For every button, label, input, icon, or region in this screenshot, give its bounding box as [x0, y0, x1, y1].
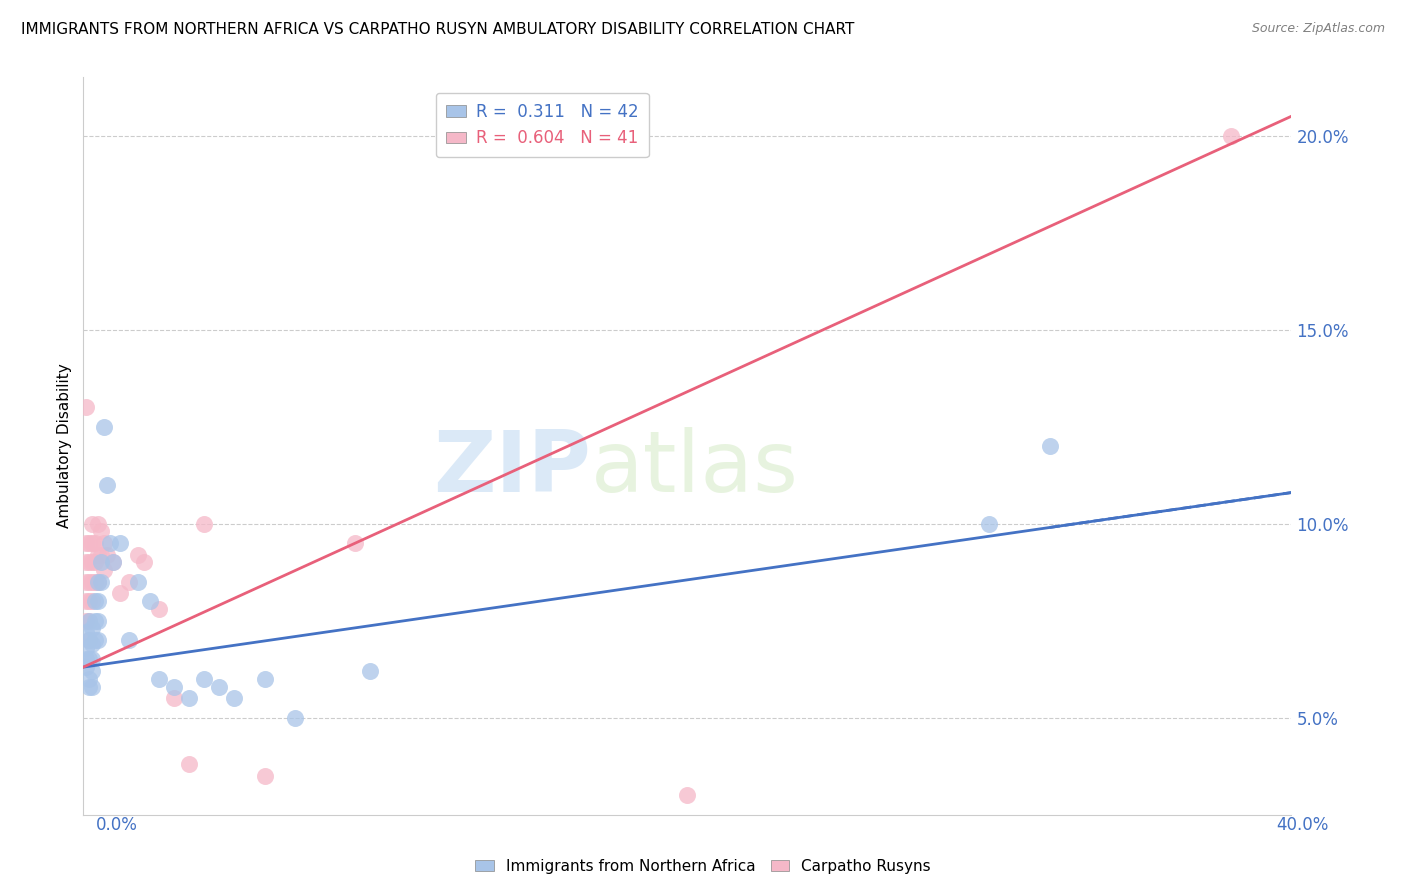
Point	[117, 632, 139, 647]
Point	[75, 555, 97, 569]
Point	[79, 614, 101, 628]
Point	[79, 574, 101, 589]
Point	[87, 574, 110, 589]
Point	[82, 621, 104, 635]
Point	[75, 640, 97, 655]
Point	[163, 680, 186, 694]
Point	[87, 614, 110, 628]
Point	[84, 614, 107, 628]
Point	[75, 625, 97, 640]
Point	[84, 632, 107, 647]
Text: ZIP: ZIP	[433, 426, 591, 509]
Point	[193, 672, 215, 686]
Point	[208, 680, 231, 694]
Point	[79, 632, 101, 647]
Point	[82, 516, 104, 531]
Point	[87, 632, 110, 647]
Text: IMMIGRANTS FROM NORTHERN AFRICA VS CARPATHO RUSYN AMBULATORY DISABILITY CORRELAT: IMMIGRANTS FROM NORTHERN AFRICA VS CARPA…	[21, 22, 855, 37]
Point	[1220, 128, 1243, 143]
Text: atlas: atlas	[591, 426, 799, 509]
Point	[82, 594, 104, 608]
Point	[87, 516, 110, 531]
Point	[108, 586, 131, 600]
Text: 0.0%: 0.0%	[96, 816, 138, 834]
Point	[79, 632, 101, 647]
Point	[84, 574, 107, 589]
Point	[96, 548, 118, 562]
Point	[79, 536, 101, 550]
Point	[100, 536, 122, 550]
Point	[676, 788, 699, 802]
Point	[87, 548, 110, 562]
Point	[79, 594, 101, 608]
Point	[177, 691, 200, 706]
Point	[224, 691, 246, 706]
Point	[193, 516, 215, 531]
Point	[84, 594, 107, 608]
Point	[127, 548, 149, 562]
Point	[148, 672, 170, 686]
Point	[79, 614, 101, 628]
Point	[93, 536, 115, 550]
Legend: Immigrants from Northern Africa, Carpatho Rusyns: Immigrants from Northern Africa, Carpath…	[470, 853, 936, 880]
Point	[90, 548, 112, 562]
Point	[75, 660, 97, 674]
Point	[79, 652, 101, 666]
Point	[87, 574, 110, 589]
Point	[82, 680, 104, 694]
Point	[148, 602, 170, 616]
Point	[82, 555, 104, 569]
Text: Source: ZipAtlas.com: Source: ZipAtlas.com	[1251, 22, 1385, 36]
Point	[103, 555, 125, 569]
Point	[87, 594, 110, 608]
Point	[79, 555, 101, 569]
Point	[979, 516, 1001, 531]
Point	[75, 614, 97, 628]
Point	[103, 555, 125, 569]
Point	[75, 536, 97, 550]
Point	[75, 574, 97, 589]
Point	[90, 555, 112, 569]
Point	[75, 652, 97, 666]
Point	[163, 691, 186, 706]
Point	[117, 574, 139, 589]
Point	[90, 574, 112, 589]
Point	[344, 536, 367, 550]
Point	[79, 680, 101, 694]
Point	[84, 536, 107, 550]
Point	[82, 574, 104, 589]
Point	[84, 555, 107, 569]
Point	[359, 664, 381, 678]
Point	[93, 563, 115, 577]
Point	[139, 594, 162, 608]
Point	[96, 477, 118, 491]
Point	[284, 710, 307, 724]
Point	[82, 664, 104, 678]
Point	[82, 652, 104, 666]
Point	[253, 769, 276, 783]
Point	[127, 574, 149, 589]
Legend: R =  0.311   N = 42, R =  0.604   N = 41: R = 0.311 N = 42, R = 0.604 N = 41	[436, 93, 648, 158]
Point	[108, 536, 131, 550]
Point	[132, 555, 155, 569]
Point	[1039, 439, 1062, 453]
Point	[82, 536, 104, 550]
Point	[75, 594, 97, 608]
Point	[93, 419, 115, 434]
Point	[82, 637, 104, 651]
Point	[253, 672, 276, 686]
Point	[75, 401, 97, 415]
Point	[177, 757, 200, 772]
Point	[79, 672, 101, 686]
Point	[90, 524, 112, 539]
Y-axis label: Ambulatory Disability: Ambulatory Disability	[58, 364, 72, 528]
Text: 40.0%: 40.0%	[1277, 816, 1329, 834]
